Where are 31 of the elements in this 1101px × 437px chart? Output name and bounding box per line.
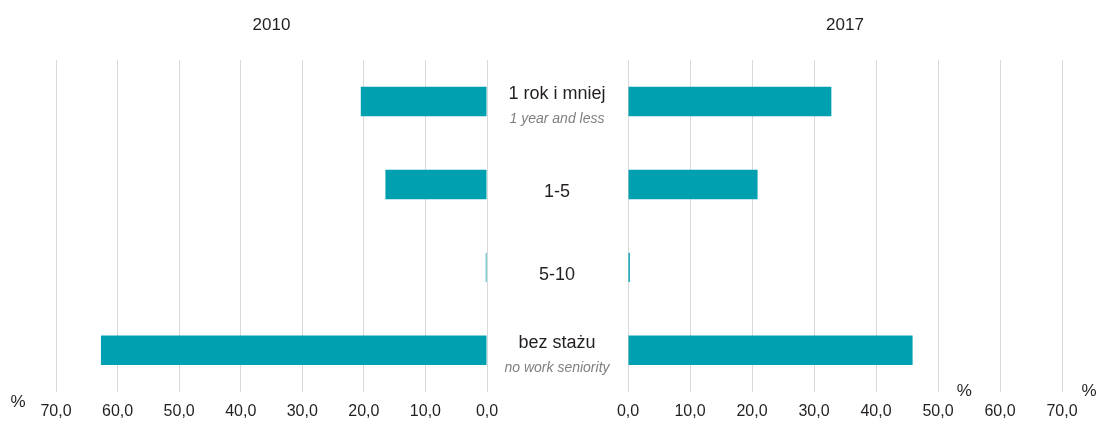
x-tick-label: 60,0 (984, 401, 1016, 419)
y-tick-label: 1 rok i mniej 1 year and less (508, 83, 606, 127)
y-tick-label: bez stażu no work seniority (504, 332, 611, 376)
x-tick-label: 30,0 (286, 401, 318, 419)
x-tick-label: 0,0 (616, 401, 640, 419)
bar (628, 169, 758, 200)
x-axis-title: % (1081, 381, 1097, 401)
x-tick-label: 20,0 (736, 401, 768, 419)
y-tick-label: 5-10 (538, 264, 576, 285)
x-tick-label: 70,0 (40, 401, 72, 419)
x-tick-label: 40,0 (225, 401, 257, 419)
chart-title: 2017 (826, 14, 864, 34)
annotation: % (956, 381, 972, 401)
x-tick-label: 50,0 (922, 401, 954, 419)
x-tick-label: 60,0 (102, 401, 134, 419)
y-tick-label: 1-5 (543, 181, 571, 202)
bar (360, 86, 487, 117)
x-tick-label: 10,0 (674, 401, 706, 419)
bar (385, 169, 487, 200)
x-tick-label: 30,0 (798, 401, 830, 419)
bar (628, 86, 832, 117)
x-tick-label: 40,0 (860, 401, 892, 419)
x-tick-label: 20,0 (348, 401, 380, 419)
x-tick-label: 50,0 (163, 401, 195, 419)
x-axis-title: % (10, 392, 26, 412)
bar (628, 335, 913, 366)
x-tick-label: 0,0 (475, 401, 499, 419)
x-tick-label: 10,0 (409, 401, 442, 419)
bar (100, 335, 487, 366)
x-tick-label: 70,0 (1046, 401, 1078, 419)
chart-title: 2010 (252, 14, 291, 34)
